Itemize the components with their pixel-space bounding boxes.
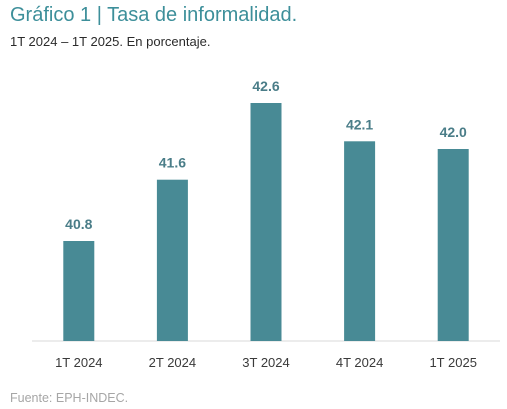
bar bbox=[63, 241, 95, 341]
x-tick-label: 2T 2024 bbox=[149, 355, 196, 370]
x-tick-label: 1T 2024 bbox=[55, 355, 102, 370]
chart-subtitle: 1T 2024 – 1T 2025. En porcentaje. bbox=[10, 34, 211, 49]
bar bbox=[250, 103, 282, 341]
data-label: 41.6 bbox=[159, 155, 186, 171]
x-tick-label: 1T 2025 bbox=[429, 355, 476, 370]
source-note: Fuente: EPH-INDEC. bbox=[10, 391, 129, 405]
data-label: 42.1 bbox=[346, 116, 373, 132]
data-label: 42.0 bbox=[440, 124, 467, 140]
data-label: 42.6 bbox=[252, 78, 279, 94]
x-tick-label: 3T 2024 bbox=[242, 355, 289, 370]
bar bbox=[437, 149, 469, 341]
x-tick-label: 4T 2024 bbox=[336, 355, 383, 370]
bar bbox=[344, 141, 376, 341]
bar bbox=[156, 179, 188, 341]
chart-title: Gráfico 1 | Tasa de informalidad. bbox=[10, 4, 298, 26]
data-label: 40.8 bbox=[65, 216, 92, 232]
